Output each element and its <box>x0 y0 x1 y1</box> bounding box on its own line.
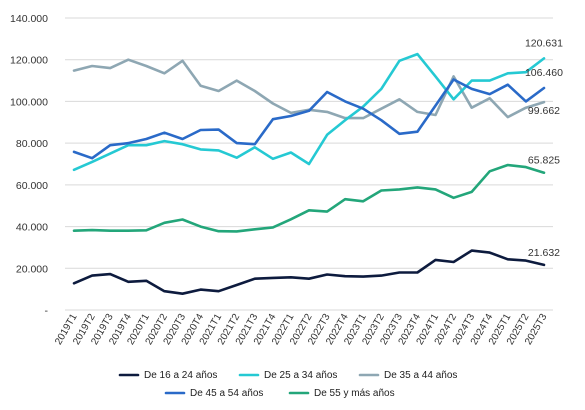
series-line-1 <box>72 249 546 296</box>
series-line-5 <box>72 163 546 233</box>
y-tick-label: 140.000 <box>10 13 48 25</box>
end-value-labels: 21.632 120.631 99.662 106.460 65.825 <box>525 37 563 258</box>
end-value-label: 99.662 <box>528 105 560 117</box>
legend-label: De 55 y más años <box>314 388 395 399</box>
end-value-label: 21.632 <box>528 247 560 259</box>
y-tick-label: 80.000 <box>16 138 48 150</box>
legend-label: De 16 a 24 años <box>144 370 217 381</box>
legend: De 16 a 24 años De 25 a 34 años De 35 a 44… <box>118 370 457 399</box>
y-axis-tick-labels: - 20.000 40.000 60.000 80.000 100.000 120.000 1… <box>10 13 48 317</box>
series-line-4 <box>72 78 546 160</box>
y-tick-label: - <box>45 305 49 317</box>
legend-label: De 45 a 54 años <box>190 388 263 399</box>
legend-label: De 25 a 34 años <box>264 370 337 381</box>
x-axis-tick-labels: 2019T12019T22019T32019T42020T12020T22020… <box>53 312 550 347</box>
legend-label: De 35 a 44 años <box>384 370 457 381</box>
end-value-label: 106.460 <box>525 67 563 79</box>
gridlines <box>65 17 553 311</box>
series-lines <box>72 52 546 296</box>
y-tick-label: 40.000 <box>16 222 48 234</box>
y-tick-label: 120.000 <box>10 55 48 67</box>
y-tick-label: 20.000 <box>16 263 48 275</box>
end-value-label: 120.631 <box>525 37 563 49</box>
y-tick-label: 100.000 <box>10 96 48 108</box>
y-tick-label: 60.000 <box>16 180 48 192</box>
end-value-label: 65.825 <box>528 155 560 167</box>
